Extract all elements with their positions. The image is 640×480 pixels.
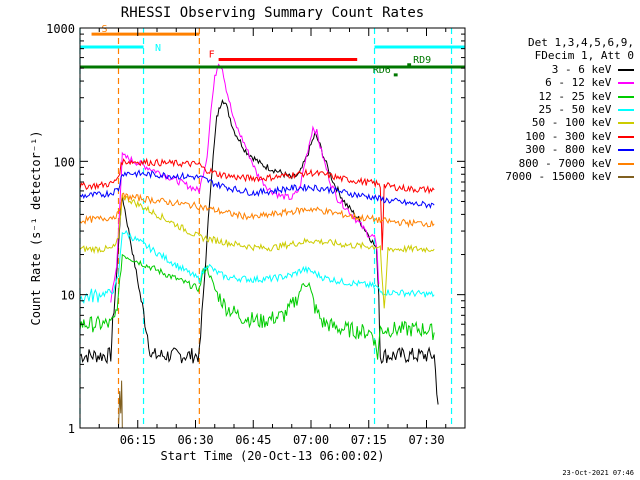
legend-header-0: Det 1,3,4,5,6,9, <box>528 36 634 49</box>
legend-swatch <box>618 68 634 71</box>
legend-entry-6: 300 - 800 keV <box>472 143 634 156</box>
x-tick-label-3: 07:00 <box>293 433 329 447</box>
legend-label: 800 - 7000 keV <box>518 156 618 170</box>
legend-swatch <box>618 122 634 125</box>
legend-label: 25 - 50 keV <box>538 103 618 117</box>
y-axis-label: Count Rate (s⁻¹ detector⁻¹) <box>29 130 43 325</box>
legend-header-1: FDecim 1, Att 0 <box>534 49 634 63</box>
series-line-4 <box>79 194 435 309</box>
state-label-1: N <box>155 43 161 54</box>
legend-entry-3: 25 - 50 keV <box>472 103 634 116</box>
series-line-3 <box>79 229 435 304</box>
legend-label: 300 - 800 keV <box>525 143 618 157</box>
series-line-2 <box>79 253 435 360</box>
legend-label: 12 - 25 keV <box>538 89 618 103</box>
legend-entry-0: 3 - 6 keV <box>472 63 634 76</box>
legend-label: 3 - 6 keV <box>551 62 618 76</box>
x-tick-label-0: 06:15 <box>120 433 156 447</box>
footer-date: 23-Oct-2021 07:46 <box>562 469 634 477</box>
x-tick-label-4: 07:15 <box>351 433 387 447</box>
legend-label: 6 - 12 keV <box>545 76 618 90</box>
series-line-5 <box>79 157 435 251</box>
legend-swatch <box>618 149 634 152</box>
x-tick-label-2: 06:45 <box>235 433 271 447</box>
legend-swatch <box>618 176 634 179</box>
y-tick-label-1: 10 <box>61 289 75 303</box>
series-line-0 <box>79 98 439 405</box>
legend-label: 7000 - 15000 keV <box>505 170 618 184</box>
chart-title: RHESSI Observing Summary Count Rates <box>121 5 424 21</box>
legend-swatch <box>618 82 634 85</box>
x-tick-label-5: 07:30 <box>408 433 444 447</box>
legend-swatch <box>618 162 634 165</box>
series-line-7 <box>79 192 435 229</box>
x-axis-label: Start Time (20-Oct-13 06:00:02) <box>161 449 385 463</box>
y-tick-label-2: 100 <box>53 155 75 169</box>
legend-entry-4: 50 - 100 keV <box>472 116 634 129</box>
legend-label: 100 - 300 keV <box>525 129 618 143</box>
state-label-3: F <box>209 50 215 61</box>
state-label-0: S <box>102 24 108 35</box>
series-line-6 <box>79 169 435 210</box>
plot-frame <box>79 27 466 429</box>
y-tick-label-0: 1 <box>68 422 75 436</box>
legend-entry-7: 800 - 7000 keV <box>472 157 634 170</box>
series-line-8 <box>118 380 123 429</box>
legend-label: 50 - 100 keV <box>531 116 618 130</box>
y-tick-label-3: 1000 <box>46 22 75 36</box>
legend-entry-8: 7000 - 15000 keV <box>472 170 634 183</box>
legend-swatch <box>618 95 634 98</box>
state-label-6: RD9 <box>413 55 431 66</box>
series-line-1 <box>110 63 380 303</box>
x-tick-label-1: 06:30 <box>177 433 213 447</box>
state-label-5: RD6 <box>373 65 391 76</box>
legend-swatch <box>618 109 634 112</box>
legend-entry-5: 100 - 300 keV <box>472 130 634 143</box>
legend-entry-2: 12 - 25 keV <box>472 90 634 103</box>
legend-swatch <box>618 135 634 138</box>
legend-entry-1: 6 - 12 keV <box>472 76 634 89</box>
